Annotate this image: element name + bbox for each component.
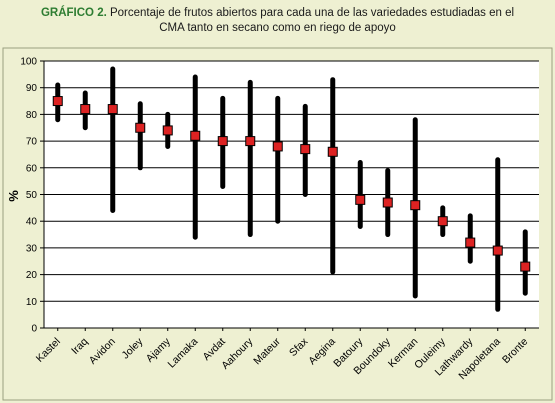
mean-marker [135,122,146,133]
mean-marker [300,144,311,155]
mean-marker [162,125,173,136]
y-tick-label: 30 [26,243,38,254]
y-axis-label: % [6,190,21,202]
mean-marker [190,130,201,141]
y-tick-label: 60 [26,163,38,174]
y-tick-label: 100 [20,57,37,68]
gridlines [44,60,539,302]
range-bars [55,66,528,312]
mean-marker [492,245,503,256]
mean-marker [107,104,118,115]
mean-marker [437,216,448,227]
mean-marker [217,136,228,147]
y-tick-label: 0 [31,324,37,335]
caption-line-2: CMA tanto en secano como en riego de apo… [159,22,396,34]
mean-markers [52,96,531,272]
y-tick-labels: 0 10 20 30 40 50 60 70 80 90 100 [20,57,44,335]
mean-marker [382,197,393,208]
y-tick-label: 10 [26,297,38,308]
y-tick-label: 90 [26,83,38,94]
caption-line-1: GRÁFICO 2. Porcentaje de frutos abiertos… [0,6,555,21]
mean-marker [80,104,91,115]
y-tick-label: 50 [26,190,38,201]
mean-marker [272,141,283,152]
mean-marker [245,136,256,147]
mean-marker [410,200,421,211]
caption-label: GRÁFICO 2. [40,7,107,19]
y-tick-label: 80 [26,110,38,121]
mean-marker [465,237,476,248]
y-tick-label: 20 [26,270,38,281]
mean-marker [52,96,63,107]
mean-marker [520,261,531,272]
mean-marker [355,194,366,205]
caption-text-1: Porcentaje de frutos abiertos para cada … [106,7,515,19]
y-tick-label: 70 [26,137,38,148]
chart-caption: GRÁFICO 2. Porcentaje de frutos abiertos… [0,0,555,44]
y-tick-label: 40 [26,217,38,228]
mean-marker [327,146,338,157]
